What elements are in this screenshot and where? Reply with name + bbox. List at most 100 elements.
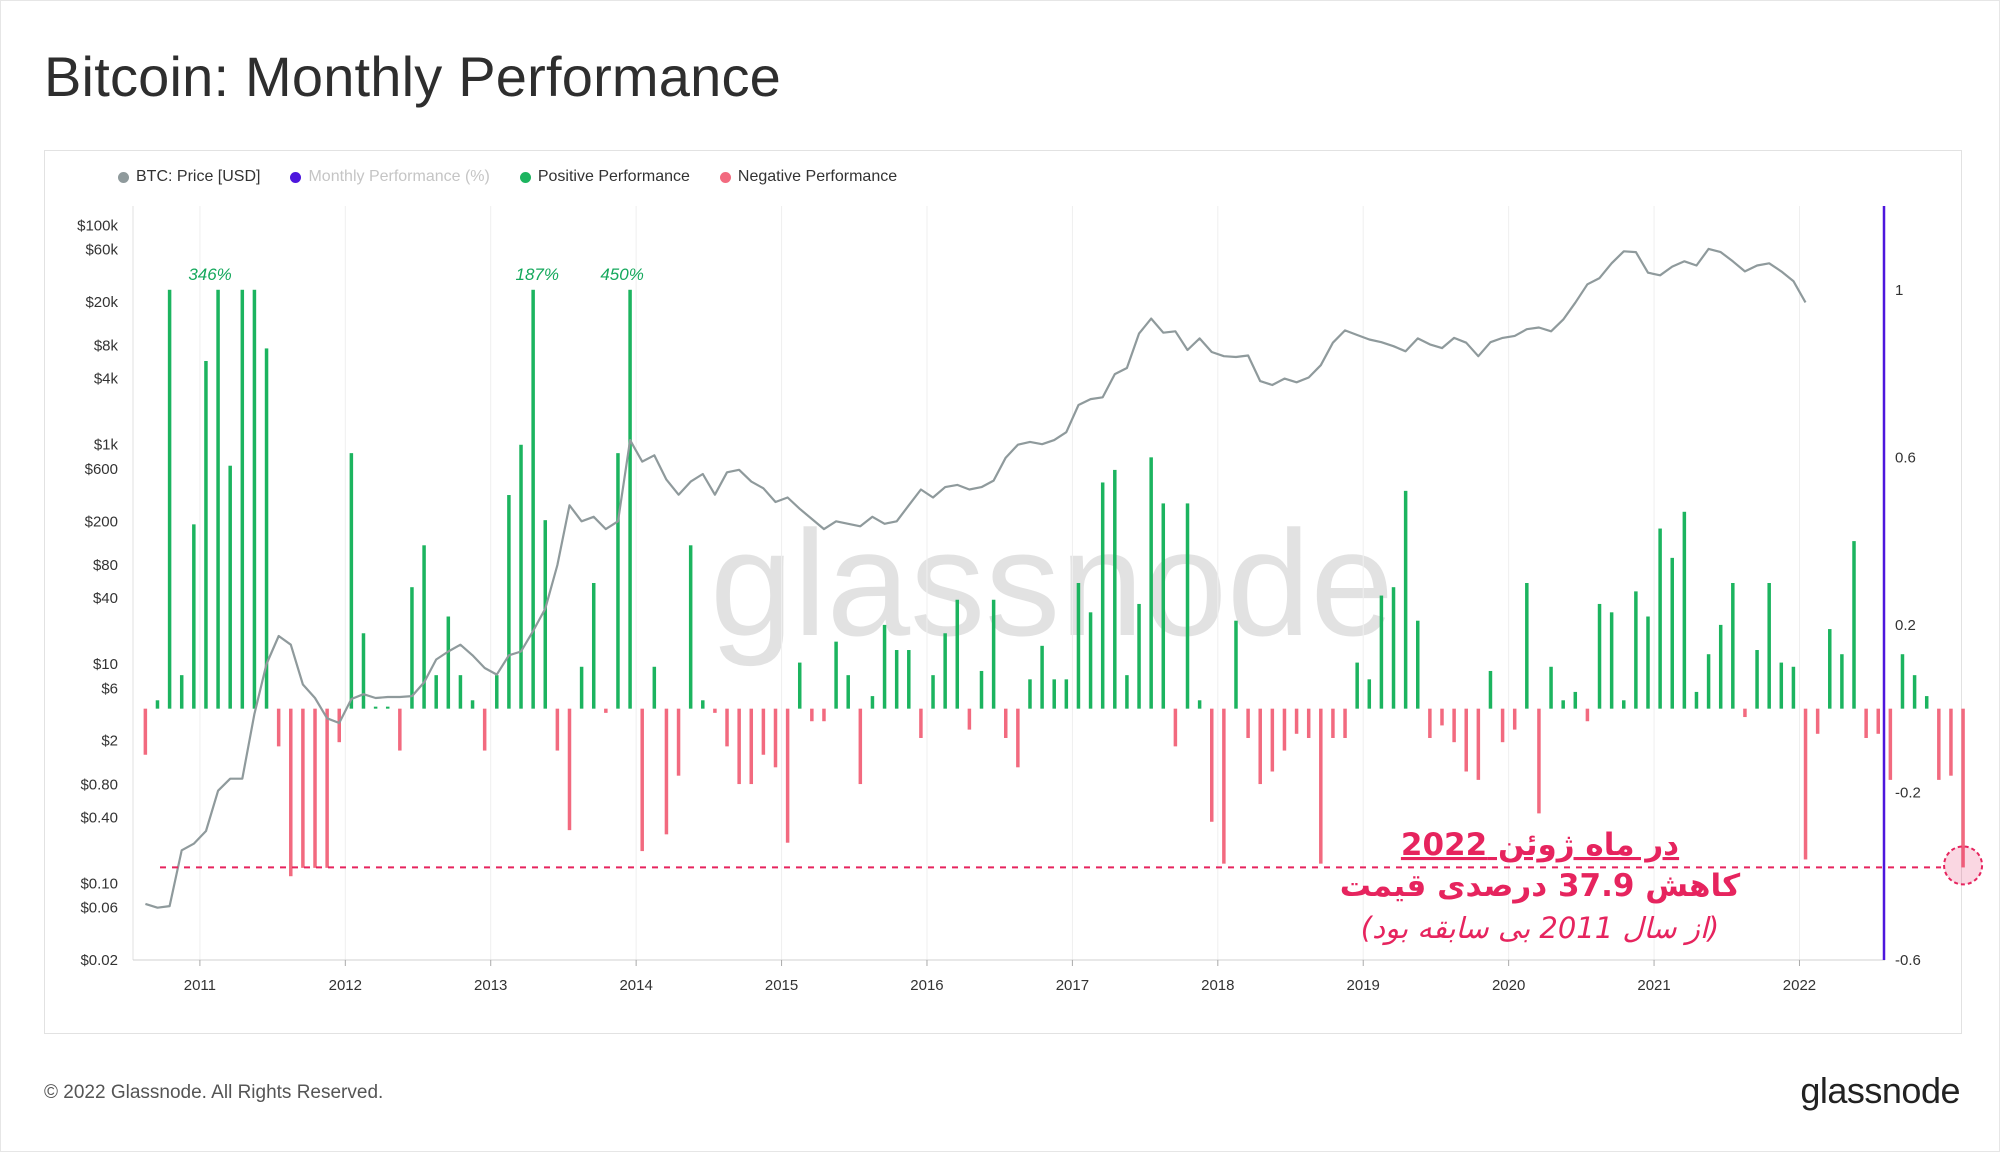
legend-dot-negative [719,171,731,183]
bar-negative [1003,708,1008,738]
bar-negative [822,708,826,722]
legend-item-price[interactable]: BTC: Price [USD] [118,168,260,186]
bar-positive [1609,612,1614,709]
bar-positive [495,675,499,709]
bar-negative [398,708,402,751]
bar-negative [1209,708,1214,822]
bar-positive [1355,662,1359,709]
bar-positive [1561,700,1565,709]
x-tick-label: 2016 [910,977,943,994]
x-tick-label: 2019 [1347,977,1380,994]
bar-positive [628,289,632,709]
bar-positive [155,700,160,709]
legend-label-monthly: Monthly Performance (%) [308,168,490,185]
bar-positive [422,545,426,709]
bar-positive [1597,603,1602,709]
bar-positive [1670,557,1674,709]
bar-negative [289,708,293,877]
bar-positive [507,495,511,709]
bar-negative [143,708,148,755]
price-line [145,247,1807,909]
bar-positive [361,633,366,709]
bar-negative [1464,708,1468,772]
bar-positive [1234,620,1238,709]
bar-positive [385,706,390,709]
bar-positive [1828,629,1832,709]
left-tick-label: $4k [94,371,119,388]
bar-positive [616,453,620,709]
bar-positive [1694,691,1699,709]
bar-positive [410,587,414,709]
bar-positive [1064,679,1069,709]
performance-bars [143,289,1965,877]
clip-label: 187% [516,265,559,284]
left-tick-label: $80 [93,557,118,574]
right-tick-label: -0.6 [1895,952,1921,969]
bar-negative [1888,708,1893,780]
bar-negative [604,708,608,713]
bar-positive [373,706,378,709]
bar-negative [555,708,560,751]
annotation-line-1: در ماه ژوئن 2022 [1401,827,1679,863]
x-tick-label: 2018 [1201,977,1234,994]
x-tick-label: 2017 [1056,977,1089,994]
bar-negative [773,708,778,768]
bar-positive [1718,624,1723,709]
left-tick-label: $200 [85,513,118,530]
clip-label: 450% [600,265,643,284]
bar-positive [192,524,196,709]
left-tick-label: $6 [101,680,118,697]
legend-item-positive[interactable]: Positive Performance [519,168,690,186]
bar-positive [1137,603,1141,709]
bar-negative [1016,708,1020,768]
bar-negative [1743,708,1747,718]
bar-negative [664,708,669,835]
bar-negative [919,708,923,738]
bar-positive [1391,587,1396,709]
legend-item-negative[interactable]: Negative Performance [719,168,897,186]
bar-positive [349,453,354,709]
bar-positive [846,675,850,709]
left-tick-label: $100k [77,217,118,234]
bar-positive [446,616,451,709]
bar-positive [1791,666,1796,709]
page-title: Bitcoin: Monthly Performance [44,45,782,108]
bar-positive [907,650,911,709]
bar-positive [579,666,584,709]
bar-negative [1440,708,1444,726]
bar-positive [543,520,548,709]
legend-item-monthly[interactable]: Monthly Performance (%) [290,168,490,186]
bar-positive [1149,457,1153,709]
bar-positive [228,465,232,709]
bar-positive [943,633,947,709]
bar-positive [434,675,438,709]
bar-positive [1731,583,1735,709]
bar-negative [1428,708,1432,738]
x-tick-label: 2015 [765,977,798,994]
bar-negative [1319,708,1323,864]
bar-negative [1803,708,1808,860]
clip-labels: 346% 187% 450% [188,265,643,284]
bar-negative [313,708,317,868]
x-tick-label: 2014 [619,977,652,994]
footer-copyright: © 2022 Glassnode. All Rights Reserved. [44,1082,384,1103]
right-tick-label: 0.6 [1895,449,1916,466]
bar-positive [204,360,208,709]
bar-positive [894,650,899,709]
bar-positive [701,700,705,709]
bar-positive [1113,469,1117,709]
bar-positive [1197,700,1202,709]
left-tick-label: $0.06 [80,900,118,917]
bar-positive [519,444,523,709]
bar-negative [725,708,729,747]
bar-positive [1840,654,1844,709]
bar-negative [1270,708,1275,772]
price-series [145,247,1807,909]
right-tick-label: -0.2 [1895,784,1921,801]
bar-positive [264,348,269,709]
bar-positive [1622,700,1626,709]
bar-positive [1646,616,1650,709]
bar-negative [567,708,572,831]
bar-positive [1161,503,1166,709]
chart-panel [44,150,1962,1034]
